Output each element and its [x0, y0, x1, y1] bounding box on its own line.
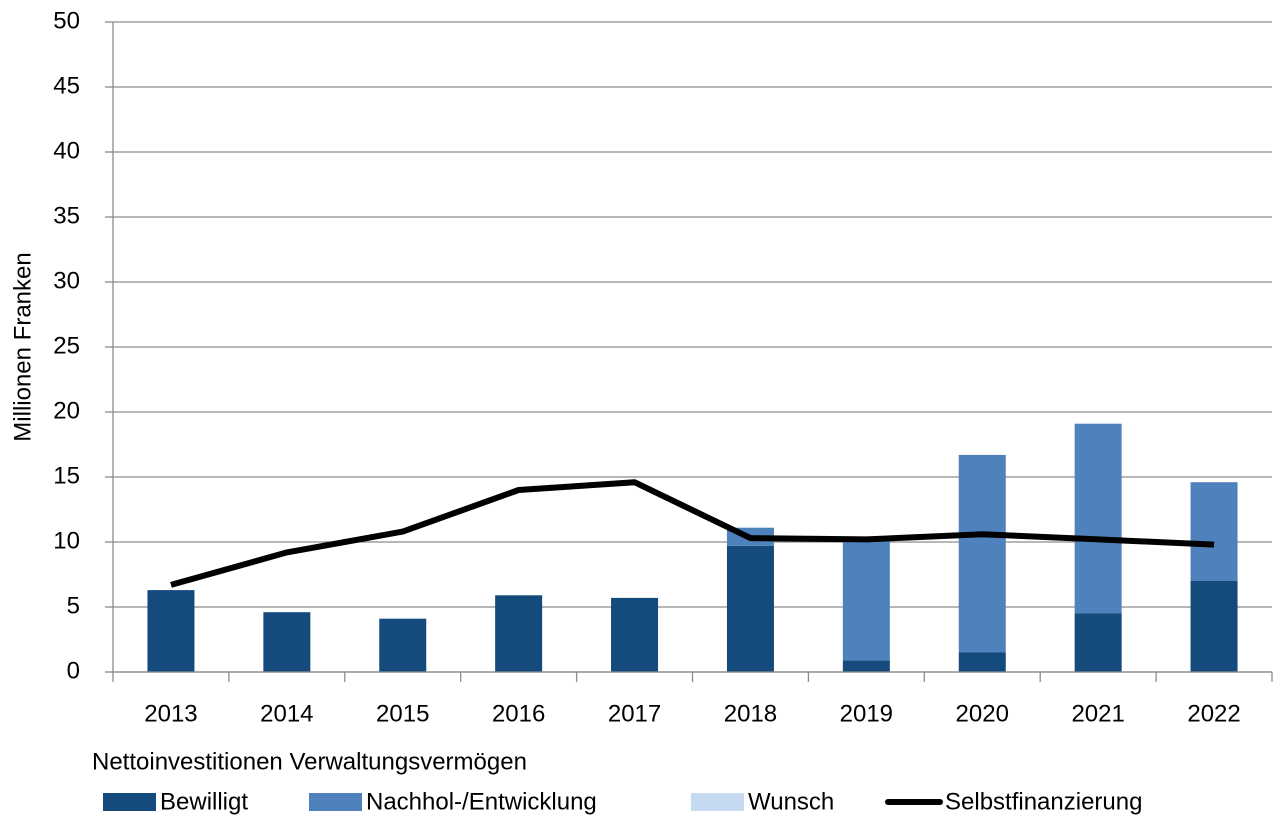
y-axis-label: Millionen Franken [9, 252, 36, 441]
x-tick-label: 2016 [492, 700, 545, 727]
legend-swatch [691, 793, 744, 811]
bar [147, 590, 195, 672]
y-tick-label: 25 [53, 332, 80, 359]
bar [495, 595, 543, 672]
x-tick-label: 2019 [840, 700, 893, 727]
legend-label: Wunsch [748, 788, 834, 815]
bar [611, 597, 659, 672]
bar [1190, 581, 1238, 672]
bar [1190, 482, 1238, 581]
y-tick-label: 20 [53, 397, 80, 424]
bar [379, 618, 427, 672]
bar [958, 652, 1006, 672]
legend-label: Bewilligt [160, 788, 248, 815]
y-tick-label: 0 [67, 657, 80, 684]
x-tick-label: 2015 [376, 700, 429, 727]
legend-label: Selbstfinanzierung [945, 788, 1142, 815]
bar [842, 539, 890, 661]
y-tick-label: 15 [53, 462, 80, 489]
y-tick-label: 40 [53, 137, 80, 164]
y-tick-label: 10 [53, 527, 80, 554]
bar [263, 612, 311, 672]
x-tick-label: 2018 [724, 700, 777, 727]
line [170, 479, 1215, 588]
x-tick-label: 2022 [1187, 700, 1240, 727]
x-tick-label: 2020 [956, 700, 1009, 727]
legend-swatch [309, 793, 362, 811]
y-tick-label: 35 [53, 202, 80, 229]
legend-title: Nettoinvestitionen Verwaltungsvermögen [92, 748, 527, 775]
bar [1074, 423, 1122, 614]
legend-label: Nachhol-/Entwicklung [366, 788, 597, 815]
y-tick-label: 5 [67, 592, 80, 619]
y-tick-label: 50 [53, 7, 80, 34]
x-tick-label: 2017 [608, 700, 661, 727]
x-tick-label: 2013 [144, 700, 197, 727]
y-tick-label: 45 [53, 72, 80, 99]
bar [842, 660, 890, 672]
x-tick-label: 2021 [1071, 700, 1124, 727]
bar [1074, 613, 1122, 672]
bar [958, 454, 1006, 653]
y-tick-label: 30 [53, 267, 80, 294]
x-tick-label: 2014 [260, 700, 313, 727]
legend-swatch [103, 793, 156, 811]
bar [726, 545, 774, 672]
